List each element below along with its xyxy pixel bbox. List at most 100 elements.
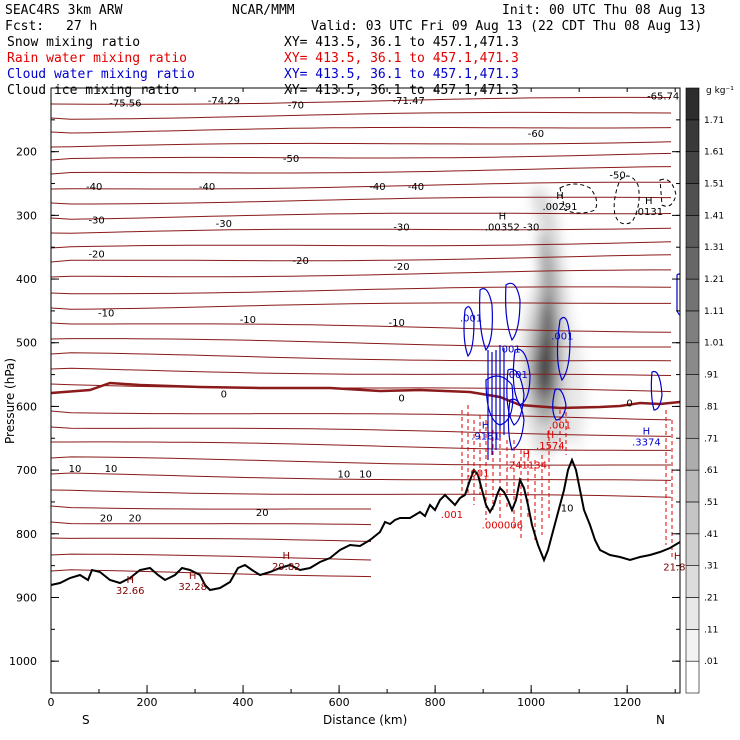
model-name: SEAC4RS 3km ARW: [5, 3, 123, 18]
colorbar-swatch: [685, 374, 700, 407]
colorbar-label: .81: [704, 402, 718, 412]
field-name: Rain water mixing ratio: [7, 51, 187, 66]
colorbar-label: .31: [704, 562, 718, 572]
temperature-label: 0: [398, 393, 404, 404]
high-marker: H: [283, 551, 291, 562]
x-tick-label: 400: [233, 696, 254, 709]
x-tick-label: 1000: [517, 696, 545, 709]
field-name: Cloud ice mixing ratio: [7, 83, 179, 98]
temperature-label: 20: [256, 508, 269, 519]
colorbar-swatch: [685, 310, 700, 344]
y-tick-label: 400: [16, 273, 37, 286]
temperature-label: 0: [626, 398, 632, 409]
header: SEAC4RS 3km ARW NCAR/MMM Init: 00 UTC Th…: [5, 3, 706, 98]
colorbar-swatch: [685, 406, 700, 439]
temperature-label: -65.74: [647, 91, 679, 102]
temperature-label: -50: [283, 154, 299, 165]
snow-contours: [559, 175, 677, 225]
y-tick-label: 800: [16, 528, 37, 541]
colorbar-label: .71: [704, 434, 718, 444]
high-marker: H: [523, 450, 531, 461]
temperature-label: 20: [100, 514, 113, 525]
colorbar-swatch: [685, 501, 700, 535]
temperature-label: -30: [393, 223, 409, 234]
temperature-label: -20: [88, 249, 104, 260]
temperature-label: -40: [369, 182, 385, 193]
temperature-label: -40: [408, 182, 424, 193]
north-end-label: N: [656, 713, 665, 727]
field-xy-range: XY= 413.5, 36.1 to 457.1,471.3: [284, 35, 519, 50]
colorbar-swatch: [685, 597, 700, 630]
temperature-label: 10: [338, 470, 351, 481]
temperature-label: -75.56: [109, 98, 141, 109]
y-tick-label: 900: [16, 591, 37, 604]
high-marker: H: [126, 575, 134, 586]
x-tick-label: 0: [48, 696, 55, 709]
x-tick-label: 600: [329, 696, 350, 709]
colorbar-label: .51: [704, 498, 718, 508]
y-tick-label: 700: [16, 464, 37, 477]
temperature-label: -30: [523, 223, 539, 234]
fcst-label: Fcst:: [5, 19, 44, 34]
high-value: 29.82: [272, 562, 301, 573]
temperature-label: -10: [98, 309, 114, 320]
temperature-contours: [51, 96, 672, 578]
high-value: .0131: [634, 207, 663, 218]
colorbar-swatch: [685, 629, 700, 662]
temperature-label: -20: [393, 262, 409, 273]
field-name: Snow mixing ratio: [7, 35, 140, 50]
mixing-ratio-label: .001: [441, 510, 463, 521]
high-value: 21.84: [663, 562, 692, 573]
temperature-label: 10: [359, 470, 372, 481]
x-tick-label: 200: [137, 696, 158, 709]
mixing-ratio-label: .001: [460, 314, 482, 325]
temperature-label: 10: [561, 504, 574, 515]
colorbar-swatch: [685, 437, 700, 471]
org-name: NCAR/MMM: [232, 3, 295, 18]
high-value: .241134: [506, 461, 547, 472]
freezing-level-line: [51, 381, 680, 410]
colorbar-swatch: [685, 565, 700, 598]
colorbar-label: .11: [704, 625, 718, 635]
temperature-label: 10: [69, 464, 82, 475]
colorbar-label: .41: [704, 530, 718, 540]
colorbar-swatch: [685, 533, 700, 566]
temperature-label: -30: [216, 219, 232, 230]
colorbar-swatch: [685, 660, 700, 694]
x-axis-label: Distance (km): [323, 713, 407, 727]
plot-frame: [50, 87, 681, 694]
south-end-label: S: [82, 713, 90, 727]
temperature-label: -40: [86, 182, 102, 193]
x-tick-label: 800: [425, 696, 446, 709]
temperature-label: 0: [221, 390, 227, 401]
temperature-label: -40: [199, 182, 215, 193]
high-value: .00291: [542, 202, 577, 213]
high-marker: H: [189, 571, 197, 582]
colorbar-label: 1.61: [704, 148, 724, 158]
rain-contours: [461, 405, 673, 560]
y-tick-label: 600: [16, 400, 37, 413]
high-marker: H: [674, 551, 682, 562]
high-marker: H: [556, 191, 564, 202]
high-marker: H: [645, 196, 653, 207]
temperature-label: -60: [528, 129, 544, 140]
y-tick-label: 500: [16, 337, 37, 350]
colorbar-units: g kg⁻¹: [706, 86, 734, 96]
colorbar-label: .61: [704, 466, 718, 476]
colorbar-label: 1.21: [704, 275, 724, 285]
high-value: .9181: [471, 431, 500, 442]
temperature-label: -20: [293, 256, 309, 267]
mixing-ratio-label: .000006: [482, 521, 523, 532]
high-value: 32.28: [178, 582, 207, 593]
colorbar-label: 1.41: [704, 211, 724, 221]
y-tick-label: 1000: [9, 655, 37, 668]
temperature-label: 10: [105, 464, 118, 475]
y-axis-label: Pressure (hPa): [3, 358, 17, 444]
high-marker: H: [643, 427, 651, 438]
cloud-water-contours: [463, 273, 680, 460]
colorbar: .01 .11 .21 .31 .41 .51 .61 .71 .81 .91 1.01 1.11 1.…: [685, 87, 724, 694]
init-time: Init: 00 UTC Thu 08 Aug 13: [502, 3, 706, 18]
colorbar-swatch: [685, 246, 700, 280]
field-name: Cloud water mixing ratio: [7, 67, 195, 82]
